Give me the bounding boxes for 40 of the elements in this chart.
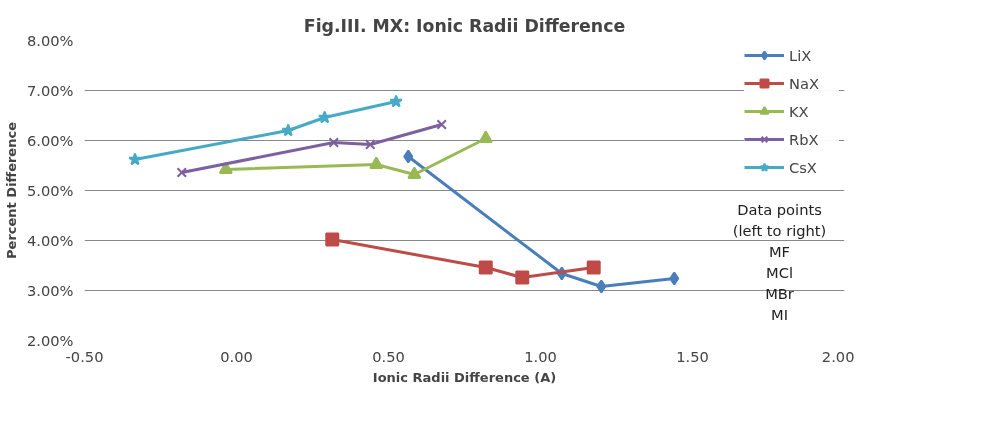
point (365, 139, 376, 150)
point (407, 166, 422, 179)
x-tick-label: 1.00 (524, 347, 557, 365)
legend-label: RbX (789, 130, 820, 148)
point (328, 137, 340, 148)
point (669, 271, 680, 286)
point (128, 152, 142, 166)
y-tick-label: 6.00% (26, 132, 74, 149)
x-tick-label: 0.50 (372, 347, 405, 365)
point (176, 167, 188, 178)
legend-label: NaX (789, 74, 820, 92)
y-tick-label: 2.00% (26, 332, 74, 349)
point (281, 123, 295, 137)
point (403, 149, 414, 164)
y-tick-label: 5.00% (26, 182, 74, 199)
x-tick-label: 0.00 (220, 347, 253, 365)
x-tick-label: -0.50 (65, 347, 104, 365)
chart-title: Fig.III. MX: Ionic Radii Difference (303, 15, 626, 36)
point (596, 279, 607, 294)
point (478, 260, 493, 275)
legend-label: KX (789, 102, 810, 120)
x-tick-label: 2.00 (821, 347, 855, 365)
y-tick-label: 7.00% (26, 82, 74, 99)
point (369, 156, 384, 169)
annotation: Data points (left to right) MF MCl MBr MI (732, 200, 827, 323)
point (317, 110, 332, 124)
point (436, 119, 447, 130)
y-axis-title: Percent Difference (3, 121, 19, 259)
point (586, 260, 601, 275)
x-tick-label: 1.50 (676, 347, 709, 365)
y-tick-label: 3.00% (26, 282, 74, 299)
point (389, 94, 403, 108)
legend-label: LiX (789, 46, 813, 64)
x-axis-title: Ionic Radii Difference (A) (372, 369, 557, 385)
y-tick-label: 8.00% (26, 32, 74, 49)
point (325, 232, 340, 247)
point (515, 270, 530, 285)
y-tick-label: 4.00% (26, 232, 74, 249)
point (478, 130, 493, 143)
legend-label: CsX (789, 158, 818, 176)
